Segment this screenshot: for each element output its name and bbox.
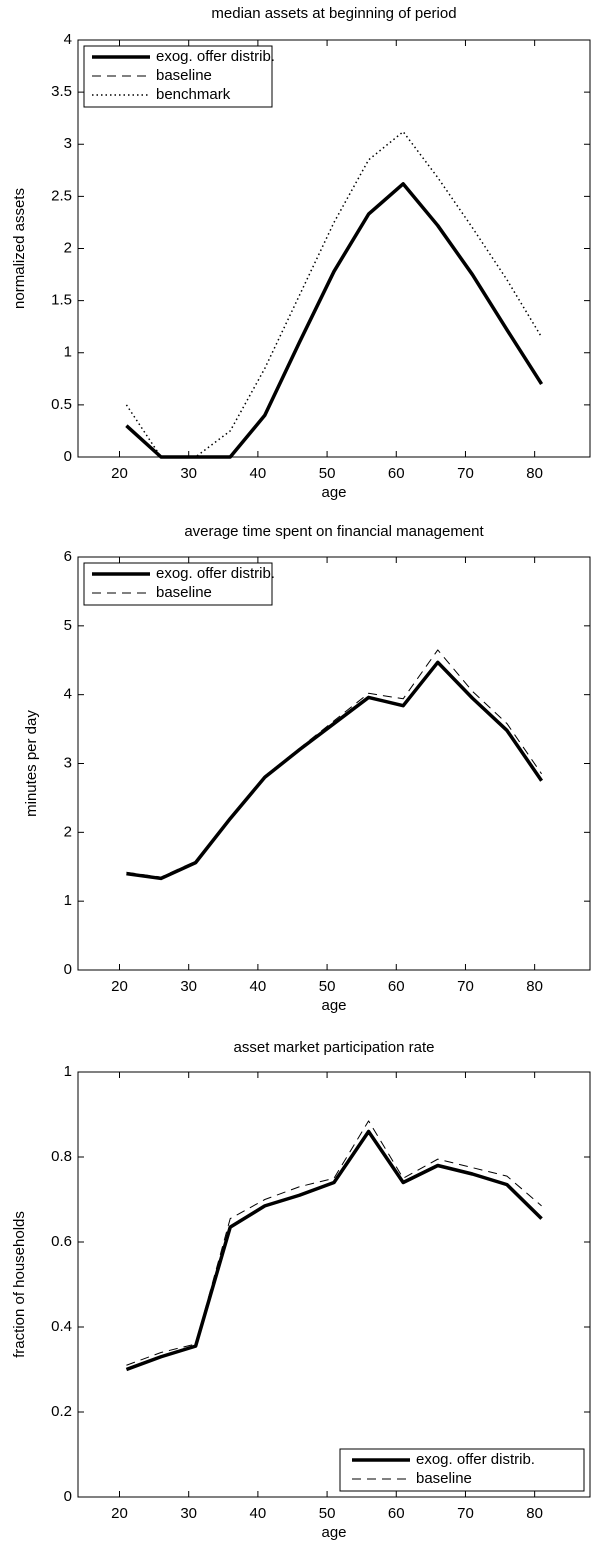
legend-label: baseline — [156, 584, 212, 601]
x-axis-label: age — [321, 484, 346, 501]
x-tick-label: 50 — [319, 1505, 336, 1522]
x-axis-label: age — [321, 997, 346, 1014]
x-tick-label: 40 — [250, 465, 267, 482]
chart-title: average time spent on financial manageme… — [184, 523, 484, 540]
data-line — [125, 1129, 543, 1372]
y-tick-label: 1.5 — [51, 292, 72, 309]
axes-box — [77, 556, 591, 971]
x-tick-label: 30 — [180, 465, 197, 482]
x-tick-label: 80 — [526, 465, 543, 482]
x-tick-label: 70 — [457, 1505, 474, 1522]
data-line — [126, 1120, 542, 1366]
legend-label: exog. offer distrib. — [156, 48, 275, 65]
x-tick-label: 60 — [388, 465, 405, 482]
y-tick-label: 4 — [64, 31, 72, 48]
x-tick-label: 20 — [111, 465, 128, 482]
y-axis-label: fraction of households — [11, 1211, 28, 1358]
y-tick-label: 3.5 — [51, 83, 72, 100]
y-tick-label: 3 — [64, 754, 72, 771]
chart-title: asset market participation rate — [234, 1039, 435, 1056]
y-tick-label: 1 — [64, 1063, 72, 1080]
legend-label: exog. offer distrib. — [156, 565, 275, 582]
y-tick-label: 0 — [64, 1488, 72, 1505]
y-tick-label: 6 — [64, 548, 72, 565]
y-tick-label: 0 — [64, 961, 72, 978]
legend-label: benchmark — [156, 86, 231, 103]
legend-box — [339, 1448, 585, 1492]
x-tick-label: 30 — [180, 978, 197, 995]
legend-box — [83, 562, 273, 606]
data-line — [126, 183, 542, 458]
y-tick-label: 1 — [64, 892, 72, 909]
axes-box — [77, 1071, 591, 1498]
y-tick-label: 0.4 — [51, 1318, 72, 1335]
data-line — [125, 130, 543, 458]
y-tick-label: 1 — [64, 344, 72, 361]
y-tick-label: 0 — [64, 448, 72, 465]
y-axis-label: normalized assets — [11, 188, 28, 309]
x-tick-label: 30 — [180, 1505, 197, 1522]
x-axis-label: age — [321, 1524, 346, 1541]
legend-label: baseline — [416, 1470, 472, 1487]
x-tick-label: 70 — [457, 465, 474, 482]
x-tick-label: 40 — [250, 1505, 267, 1522]
y-tick-label: 4 — [64, 686, 72, 703]
x-tick-label: 80 — [526, 978, 543, 995]
x-tick-label: 60 — [388, 978, 405, 995]
legend-label: baseline — [156, 67, 212, 84]
y-tick-label: 5 — [64, 617, 72, 634]
y-tick-label: 0.6 — [51, 1233, 72, 1250]
data-line — [126, 660, 544, 881]
x-tick-label: 70 — [457, 978, 474, 995]
y-axis-label: minutes per day — [23, 710, 40, 817]
x-tick-label: 20 — [111, 1505, 128, 1522]
x-tick-label: 20 — [111, 978, 128, 995]
y-tick-label: 2 — [64, 239, 72, 256]
data-line — [125, 182, 544, 459]
x-tick-label: 80 — [526, 1505, 543, 1522]
axes-box — [77, 39, 591, 458]
legend-label: exog. offer distrib. — [416, 1451, 535, 1468]
x-tick-label: 60 — [388, 1505, 405, 1522]
x-tick-label: 50 — [319, 978, 336, 995]
y-tick-label: 3 — [64, 135, 72, 152]
y-tick-label: 2 — [64, 823, 72, 840]
x-tick-label: 50 — [319, 465, 336, 482]
y-tick-label: 0.8 — [51, 1148, 72, 1165]
chart-title: median assets at beginning of period — [211, 5, 456, 22]
y-tick-label: 2.5 — [51, 187, 72, 204]
x-tick-label: 40 — [250, 978, 267, 995]
y-tick-label: 0.2 — [51, 1403, 72, 1420]
data-line — [126, 649, 542, 878]
y-tick-label: 0.5 — [51, 396, 72, 413]
